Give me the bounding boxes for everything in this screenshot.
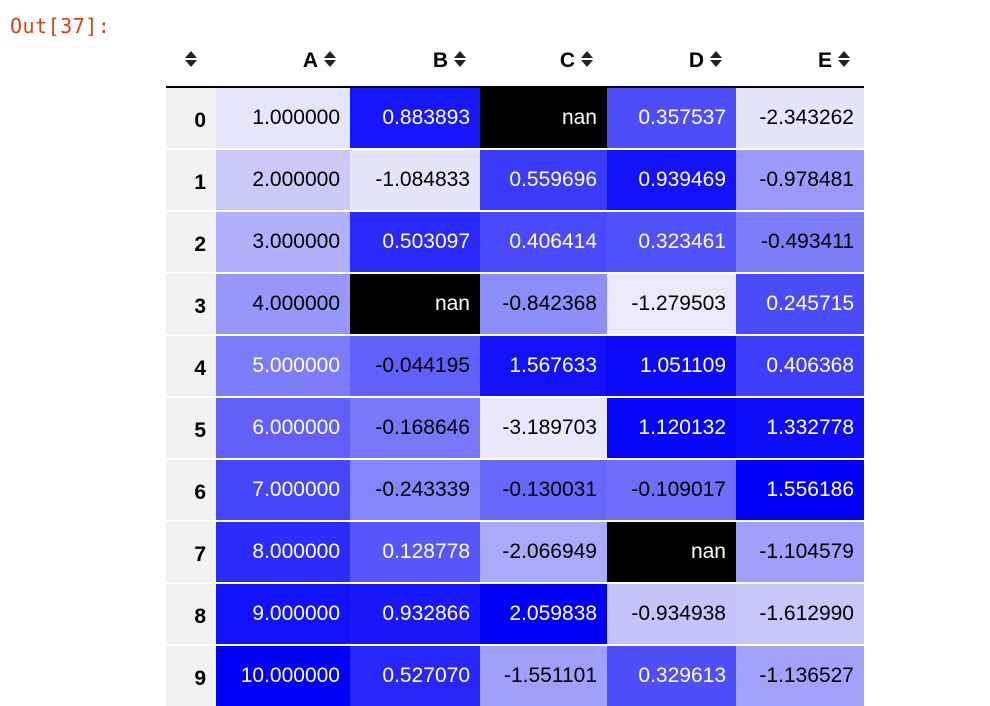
- table-cell: 0.323461: [607, 210, 736, 273]
- sort-arrows-icon[interactable]: [185, 50, 197, 68]
- column-header-a[interactable]: A: [216, 36, 350, 88]
- table-row: 5 6.000000 -0.168646 -3.189703 1.120132 …: [166, 396, 864, 459]
- table-cell: 8.000000: [216, 520, 350, 583]
- table-cell: 4.000000: [216, 272, 350, 335]
- table-body: 0 1.000000 0.883893 nan 0.357537 -2.3432…: [166, 86, 864, 706]
- table-cell: 0.357537: [607, 86, 736, 149]
- row-index: 2: [166, 210, 216, 273]
- column-header-label: C: [559, 49, 575, 72]
- table-cell: 1.332778: [736, 396, 864, 459]
- table-cell: -0.978481: [736, 148, 864, 211]
- table-cell: 0.503097: [350, 210, 480, 273]
- table-cell: -0.130031: [480, 458, 607, 521]
- sort-arrows-icon[interactable]: [581, 50, 593, 68]
- sort-arrows-icon[interactable]: [838, 50, 850, 68]
- table-row: 8 9.000000 0.932866 2.059838 -0.934938 -…: [166, 582, 864, 645]
- table-row: 4 5.000000 -0.044195 1.567633 1.051109 0…: [166, 334, 864, 397]
- table-row: 3 4.000000 nan -0.842368 -1.279503 0.245…: [166, 272, 864, 335]
- table-cell: -1.612990: [736, 582, 864, 645]
- row-index: 6: [166, 458, 216, 521]
- table-cell: -1.279503: [607, 272, 736, 335]
- table-cell: -0.168646: [350, 396, 480, 459]
- table-cell: 0.932866: [350, 582, 480, 645]
- table-cell: -0.934938: [607, 582, 736, 645]
- row-index: 3: [166, 272, 216, 335]
- column-header-label: E: [817, 49, 832, 72]
- header-row: A B C D E: [166, 36, 864, 88]
- column-header-label: A: [302, 49, 318, 72]
- table-cell: -0.842368: [480, 272, 607, 335]
- table-cell: 2.000000: [216, 148, 350, 211]
- table-cell: 5.000000: [216, 334, 350, 397]
- table-cell: 1.556186: [736, 458, 864, 521]
- styled-dataframe: A B C D E 0 1.000000 0.883893 nan 0.3575…: [166, 36, 864, 706]
- column-header-label: B: [432, 49, 448, 72]
- table-cell: -0.243339: [350, 458, 480, 521]
- row-index: 9: [166, 644, 216, 706]
- table-cell: 0.406414: [480, 210, 607, 273]
- table-cell: 2.059838: [480, 582, 607, 645]
- table-cell: 0.245715: [736, 272, 864, 335]
- table-row: 0 1.000000 0.883893 nan 0.357537 -2.3432…: [166, 86, 864, 149]
- table-cell: 0.939469: [607, 148, 736, 211]
- index-column-header[interactable]: [166, 36, 216, 88]
- table-cell: 6.000000: [216, 396, 350, 459]
- table-cell: 1.051109: [607, 334, 736, 397]
- table-cell: -1.084833: [350, 148, 480, 211]
- row-index: 5: [166, 396, 216, 459]
- table-cell: 0.406368: [736, 334, 864, 397]
- table-cell: -2.066949: [480, 520, 607, 583]
- table-cell: -0.044195: [350, 334, 480, 397]
- table-cell: 1.567633: [480, 334, 607, 397]
- output-prompt: Out[37]:: [10, 14, 111, 38]
- table-cell: -1.551101: [480, 644, 607, 706]
- row-index: 8: [166, 582, 216, 645]
- table-cell: 9.000000: [216, 582, 350, 645]
- table-cell: nan: [607, 520, 736, 583]
- table-cell: 0.329613: [607, 644, 736, 706]
- table-cell: 0.527070: [350, 644, 480, 706]
- table-cell: 0.883893: [350, 86, 480, 149]
- table-cell: -0.109017: [607, 458, 736, 521]
- table-cell: 3.000000: [216, 210, 350, 273]
- sort-arrows-icon[interactable]: [710, 50, 722, 68]
- table-cell: nan: [480, 86, 607, 149]
- table-row: 7 8.000000 0.128778 -2.066949 nan -1.104…: [166, 520, 864, 583]
- table-row: 2 3.000000 0.503097 0.406414 0.323461 -0…: [166, 210, 864, 273]
- table-cell: 0.559696: [480, 148, 607, 211]
- column-header-d[interactable]: D: [607, 36, 736, 88]
- table-cell: 0.128778: [350, 520, 480, 583]
- table-cell: -1.104579: [736, 520, 864, 583]
- column-header-c[interactable]: C: [480, 36, 607, 88]
- row-index: 4: [166, 334, 216, 397]
- sort-arrows-icon[interactable]: [324, 50, 336, 68]
- table-cell: 1.000000: [216, 86, 350, 149]
- table-cell: 7.000000: [216, 458, 350, 521]
- table-cell: -1.136527: [736, 644, 864, 706]
- row-index: 1: [166, 148, 216, 211]
- table-cell: -0.493411: [736, 210, 864, 273]
- row-index: 0: [166, 86, 216, 149]
- table-cell: -3.189703: [480, 396, 607, 459]
- table-row: 6 7.000000 -0.243339 -0.130031 -0.109017…: [166, 458, 864, 521]
- table-row: 9 10.000000 0.527070 -1.551101 0.329613 …: [166, 644, 864, 706]
- column-header-e[interactable]: E: [736, 36, 864, 88]
- table-cell: -2.343262: [736, 86, 864, 149]
- table-row: 1 2.000000 -1.084833 0.559696 0.939469 -…: [166, 148, 864, 211]
- sort-arrows-icon[interactable]: [454, 50, 466, 68]
- table-cell: 10.000000: [216, 644, 350, 706]
- row-index: 7: [166, 520, 216, 583]
- table-cell: nan: [350, 272, 480, 335]
- column-header-b[interactable]: B: [350, 36, 480, 88]
- column-header-label: D: [688, 49, 704, 72]
- table-cell: 1.120132: [607, 396, 736, 459]
